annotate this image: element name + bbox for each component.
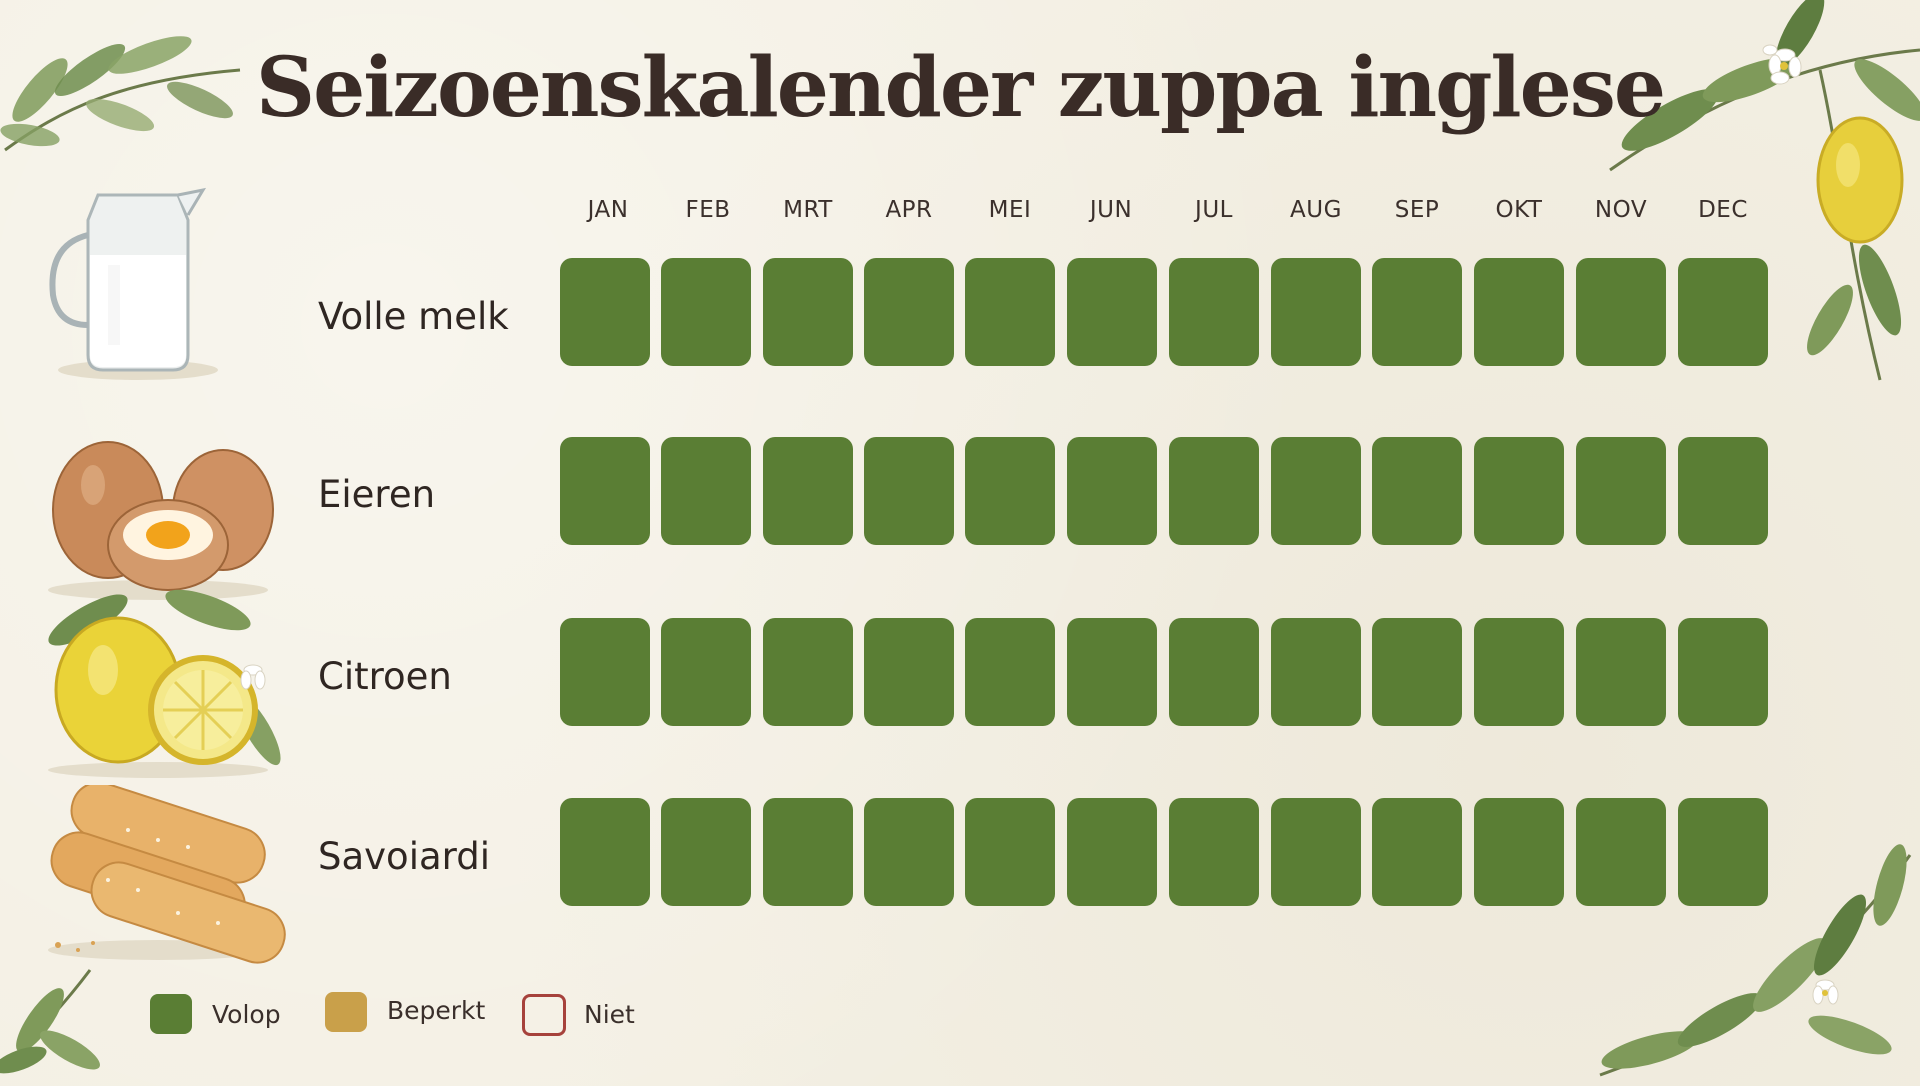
calendar-cell-citroen-dec (1678, 618, 1768, 726)
month-header: JAN FEB MRT APR MEI JUN JUL AUG SEP OKT NOV DEC (560, 197, 1770, 227)
calendar-cell-eieren-dec (1678, 437, 1768, 545)
ingredient-label-savoiardi: Savoiardi (318, 835, 490, 878)
legend-swatch-volop (150, 994, 192, 1034)
month-label-jul: JUL (1195, 197, 1233, 223)
calendar-cell-citroen-sep (1372, 618, 1462, 726)
legend-swatch-beperkt (325, 992, 367, 1032)
month-label-feb: FEB (685, 197, 731, 223)
calendar-cell-volle-melk-feb (661, 258, 751, 366)
top-right-lemon-branch-icon (1609, 0, 1920, 381)
calendar-cell-citroen-apr (864, 618, 954, 726)
calendar-cell-citroen-jan (560, 618, 650, 726)
legend-label-volop: Volop (212, 1000, 281, 1029)
calendar-cell-volle-melk-nov (1576, 258, 1666, 366)
lemons-icon (28, 580, 298, 780)
calendar-cell-savoiardi-jan (560, 798, 650, 906)
calendar-cell-citroen-aug (1271, 618, 1361, 726)
calendar-cell-citroen-jun (1067, 618, 1157, 726)
month-label-okt: OKT (1495, 197, 1543, 223)
eggs-icon (28, 405, 298, 605)
calendar-cell-volle-melk-jun (1067, 258, 1157, 366)
month-label-aug: AUG (1290, 197, 1342, 223)
calendar-cell-volle-melk-jul (1169, 258, 1259, 366)
calendar-cell-volle-melk-sep (1372, 258, 1462, 366)
calendar-cell-eieren-jul (1169, 437, 1259, 545)
calendar-cell-eieren-mrt (763, 437, 853, 545)
calendar-cell-savoiardi-dec (1678, 798, 1768, 906)
calendar-cell-eieren-apr (864, 437, 954, 545)
calendar-cell-eieren-mei (965, 437, 1055, 545)
calendar-cell-savoiardi-nov (1576, 798, 1666, 906)
month-label-sep: SEP (1394, 197, 1440, 223)
ingredient-label-citroen: Citroen (318, 655, 452, 698)
month-label-nov: NOV (1594, 197, 1648, 223)
month-label-apr: APR (885, 197, 933, 223)
calendar-cell-volle-melk-mei (965, 258, 1055, 366)
calendar-cell-volle-melk-apr (864, 258, 954, 366)
legend-label-niet: Niet (584, 1000, 635, 1029)
milk-jug-icon (28, 175, 298, 380)
month-label-jun: JUN (1089, 197, 1133, 223)
calendar-cell-volle-melk-dec (1678, 258, 1768, 366)
ingredient-label-volle-melk: Volle melk (318, 295, 509, 338)
month-label-mei: MEI (988, 197, 1032, 223)
bottom-right-leaves-icon (1599, 844, 1912, 1077)
calendar-cell-eieren-okt (1474, 437, 1564, 545)
calendar-cell-citroen-okt (1474, 618, 1564, 726)
ingredient-label-eieren: Eieren (318, 473, 436, 516)
calendar-cell-volle-melk-jan (560, 258, 650, 366)
calendar-cell-eieren-aug (1271, 437, 1361, 545)
calendar-cell-eieren-jun (1067, 437, 1157, 545)
calendar-cell-savoiardi-jun (1067, 798, 1157, 906)
calendar-cell-savoiardi-mrt (763, 798, 853, 906)
calendar-cell-savoiardi-okt (1474, 798, 1564, 906)
ladyfingers-icon (28, 781, 298, 985)
calendar-cell-citroen-nov (1576, 618, 1666, 726)
calendar-cell-savoiardi-aug (1271, 798, 1361, 906)
legend-swatch-niet (522, 994, 566, 1036)
month-label-jan: JAN (587, 197, 629, 223)
top-left-leaves-icon (0, 36, 241, 152)
legend: Volop Beperkt Niet (0, 992, 800, 1042)
calendar-cell-savoiardi-apr (864, 798, 954, 906)
calendar-cell-citroen-jul (1169, 618, 1259, 726)
calendar-cell-citroen-mei (965, 618, 1055, 726)
calendar-cell-eieren-jan (560, 437, 650, 545)
calendar-cell-citroen-mrt (763, 618, 853, 726)
calendar-cell-citroen-feb (661, 618, 751, 726)
page-title: Seizoenskalender zuppa inglese (255, 40, 1666, 136)
month-label-dec: DEC (1698, 197, 1748, 223)
calendar-cell-savoiardi-mei (965, 798, 1055, 906)
calendar-cell-volle-melk-aug (1271, 258, 1361, 366)
calendar-cell-eieren-sep (1372, 437, 1462, 545)
calendar-cell-eieren-nov (1576, 437, 1666, 545)
calendar-cell-volle-melk-okt (1474, 258, 1564, 366)
calendar-cell-savoiardi-jul (1169, 798, 1259, 906)
bottom-left-leaves-icon (0, 969, 100, 1074)
calendar-cell-savoiardi-feb (661, 798, 751, 906)
legend-label-beperkt: Beperkt (387, 996, 486, 1025)
calendar-cell-savoiardi-sep (1372, 798, 1462, 906)
calendar-cell-eieren-feb (661, 437, 751, 545)
month-label-mrt: MRT (783, 197, 833, 223)
calendar-cell-volle-melk-mrt (763, 258, 853, 366)
